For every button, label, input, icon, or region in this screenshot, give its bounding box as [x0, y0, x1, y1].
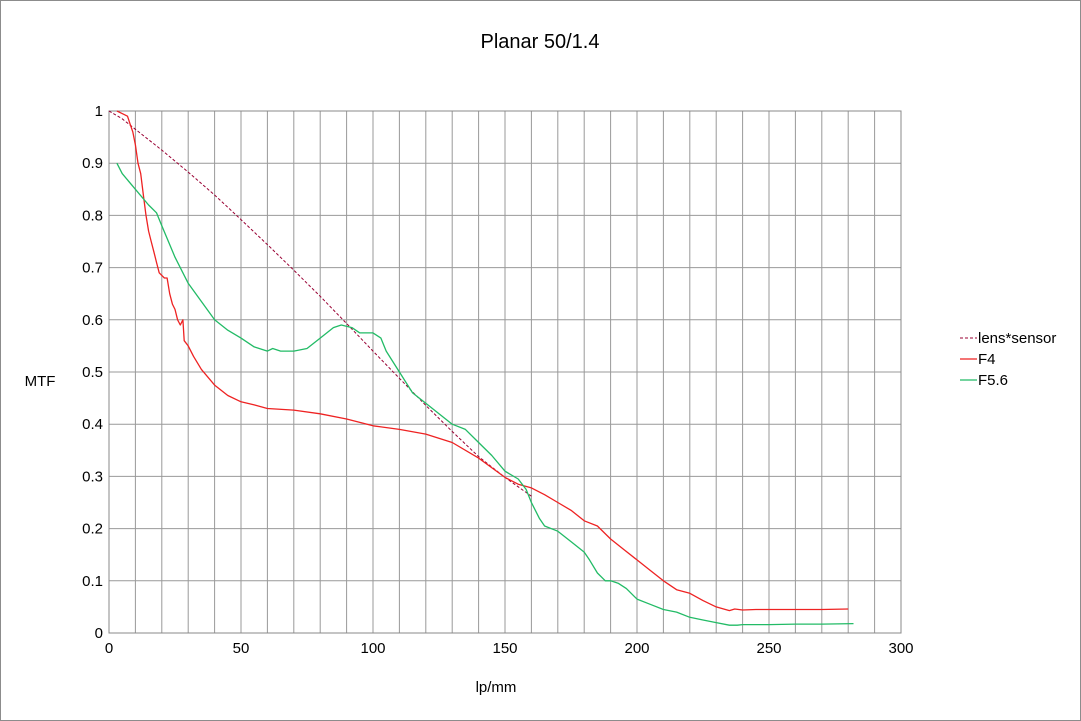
chart-title: Planar 50/1.4 [481, 31, 600, 53]
grid [109, 111, 901, 633]
x-tick-label: 50 [233, 640, 250, 657]
y-tick-label: 0.3 [82, 468, 103, 485]
y-axis-ticks: 0 0.1 0.2 0.3 0.4 0.5 0.6 0.7 0.8 0.9 1 [82, 103, 103, 642]
y-tick-label: 0.9 [82, 155, 103, 172]
y-tick-label: 0 [95, 625, 103, 642]
y-tick-label: 0.5 [82, 364, 103, 381]
x-tick-label: 0 [105, 640, 113, 657]
legend-label: lens*sensor [978, 330, 1056, 347]
legend-label: F5.6 [978, 372, 1008, 389]
x-axis-ticks: 0 50 100 150 200 250 300 [105, 640, 914, 657]
x-axis-label: lp/mm [476, 679, 517, 696]
plot-area [108, 110, 902, 634]
series-line-f5-6 [116, 162, 854, 626]
series-line-lens-sensor [108, 110, 532, 497]
x-tick-label: 150 [492, 640, 517, 657]
y-tick-label: 0.2 [82, 521, 103, 538]
y-tick-label: 0.4 [82, 416, 103, 433]
y-tick-label: 0.6 [82, 312, 103, 329]
x-tick-label: 250 [756, 640, 781, 657]
legend-label: F4 [978, 351, 996, 368]
series-line-f4 [116, 110, 849, 612]
y-tick-label: 0.1 [82, 573, 103, 590]
y-axis-label: MTF [25, 373, 56, 390]
x-tick-label: 300 [888, 640, 913, 657]
y-tick-label: 0.8 [82, 207, 103, 224]
y-tick-label: 1 [95, 103, 103, 120]
legend: lens*sensor F4 F5.6 [960, 330, 1056, 389]
series-layer [108, 110, 854, 626]
y-tick-label: 0.7 [82, 260, 103, 277]
x-tick-label: 100 [360, 640, 385, 657]
x-tick-label: 200 [624, 640, 649, 657]
